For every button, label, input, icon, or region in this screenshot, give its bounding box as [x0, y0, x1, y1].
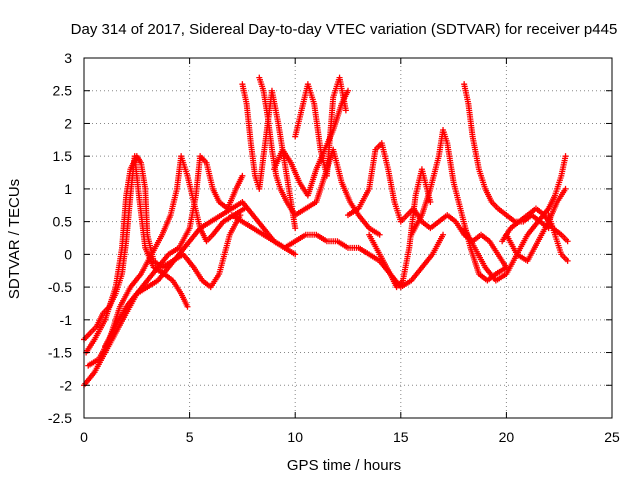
series-track-14 [461, 81, 552, 232]
y-tick-label: 0.5 [53, 214, 73, 230]
y-tick-label: 3 [64, 50, 72, 66]
x-tick-label: 10 [287, 429, 303, 445]
data-point [564, 257, 571, 264]
data-point [564, 238, 571, 245]
series-track-12 [366, 166, 434, 291]
x-tick-label: 5 [186, 429, 194, 445]
series-track-17 [503, 185, 569, 264]
data-point [376, 231, 383, 238]
data-point [184, 303, 191, 310]
tick-labels: 0 5 10 15 20 25 -2.5 -2 -1.5 -1 -0.5 0 0.5 1 1.5 2 2.5 3 [48, 50, 620, 445]
series-track-1 [81, 153, 191, 343]
axis-ticks [83, 57, 613, 419]
x-tick-label: 25 [604, 429, 620, 445]
data-point [345, 87, 351, 94]
y-tick-label: -1 [60, 312, 73, 328]
series-track-18 [545, 212, 571, 264]
y-tick-label: 2.5 [53, 83, 73, 99]
data-point [292, 225, 299, 232]
grid-lines [84, 58, 612, 418]
chart-title: Day 314 of 2017, Sidereal Day-to-day VTE… [71, 21, 618, 38]
data-point [440, 231, 447, 238]
data-point [239, 172, 246, 179]
y-tick-label: -0.5 [48, 279, 72, 295]
x-tick-label: 0 [80, 429, 88, 445]
data-point [427, 199, 434, 205]
y-axis-label: SDTVAR / TECUs [6, 179, 23, 299]
data-point [292, 251, 299, 258]
y-tick-label: -1.5 [48, 345, 72, 361]
x-tick-label: 15 [393, 429, 409, 445]
data-point [562, 185, 569, 192]
y-tick-label: -2 [60, 377, 73, 393]
series-track-7 [256, 74, 383, 238]
data-points [81, 74, 571, 389]
series-track-10 [228, 212, 299, 258]
y-tick-label: -2.5 [48, 410, 72, 426]
series-track-5 [102, 199, 447, 349]
y-tick-label: 1 [64, 181, 72, 197]
y-tick-label: 2 [64, 115, 72, 131]
x-tick-label: 20 [499, 429, 515, 445]
plot-frame [83, 57, 613, 419]
data-point [562, 153, 569, 160]
series-track-15 [461, 153, 569, 284]
series-track-3 [85, 153, 248, 369]
series-track-9 [271, 87, 351, 199]
series-track-2 [83, 153, 244, 356]
y-tick-label: 0 [64, 246, 72, 262]
x-axis-label: GPS time / hours [287, 457, 401, 474]
series-track-11 [345, 140, 510, 271]
data-point [342, 107, 349, 114]
y-tick-label: 1.5 [53, 148, 73, 164]
